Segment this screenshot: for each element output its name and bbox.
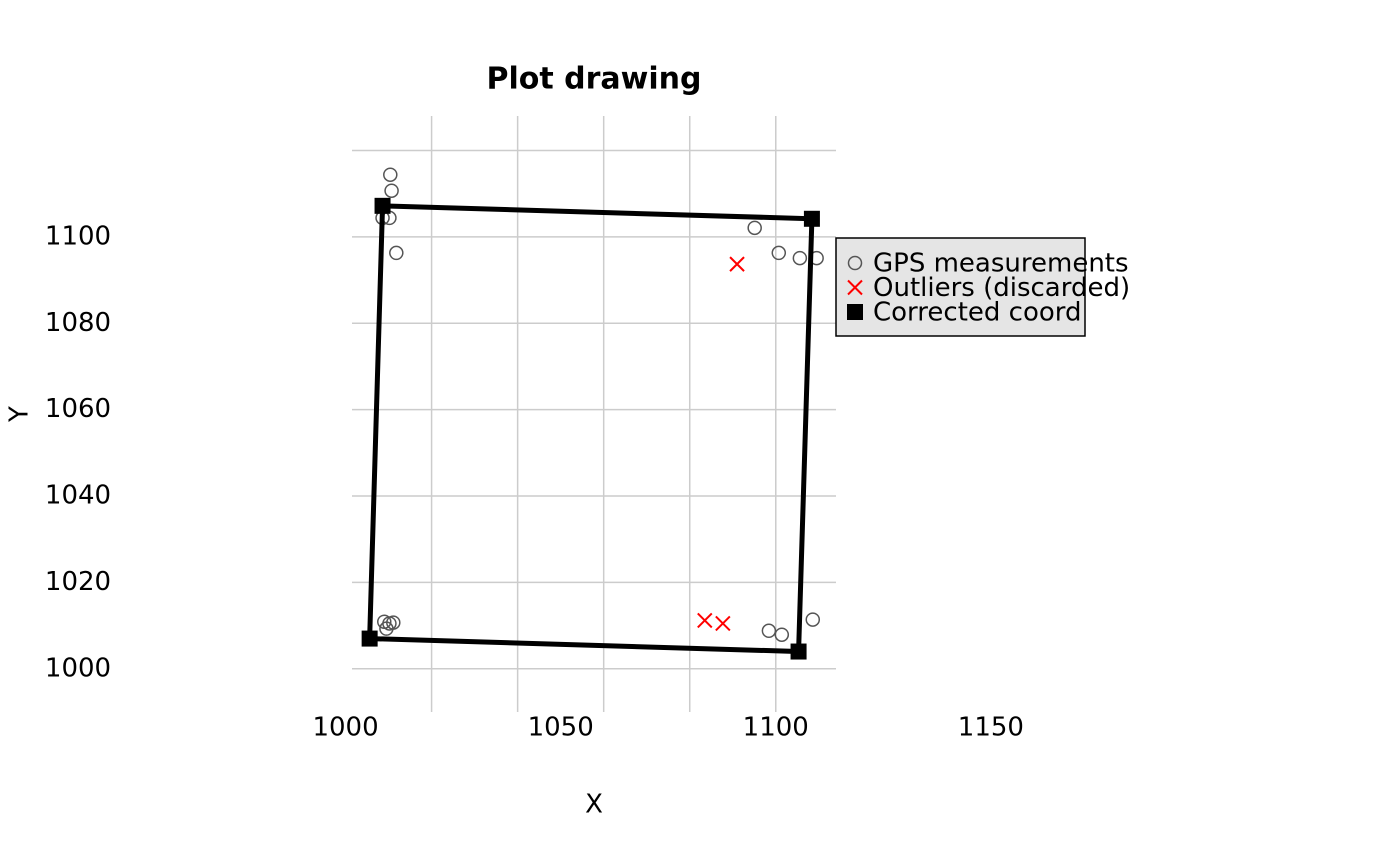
- legend-label: Corrected coord: [873, 298, 1082, 328]
- legend-label: Outliers (discarded): [873, 273, 1130, 303]
- x-axis-label: X: [585, 790, 603, 820]
- point: [761, 623, 777, 639]
- point: [374, 197, 391, 214]
- chart-title: Plot drawing: [486, 62, 701, 97]
- x-tick-label: 1050: [528, 713, 594, 743]
- point: [389, 245, 404, 261]
- y-tick-label: 1020: [45, 567, 111, 597]
- y-axis-label: Y: [5, 406, 35, 423]
- point: [790, 643, 807, 660]
- y-tick-label: 1040: [45, 481, 111, 511]
- point: [729, 256, 745, 272]
- point: [792, 250, 808, 266]
- y-tick-label: 1000: [45, 653, 111, 683]
- point: [774, 627, 790, 642]
- x-tick-label: 1000: [312, 713, 378, 743]
- point: [383, 167, 398, 182]
- legend-marker: [847, 304, 863, 320]
- point: [386, 615, 401, 630]
- point: [361, 630, 378, 647]
- legend-marker: [847, 255, 863, 271]
- point: [805, 612, 821, 627]
- plot-outline: [367, 203, 815, 655]
- point: [747, 220, 762, 236]
- legend-label: GPS measurements: [873, 249, 1129, 279]
- y-tick-label: 1100: [45, 221, 111, 251]
- point: [384, 183, 399, 198]
- point: [771, 245, 787, 261]
- point: [715, 615, 731, 632]
- legend-box: [835, 237, 1086, 337]
- y-tick-label: 1080: [45, 308, 111, 338]
- x-tick-label: 1150: [958, 713, 1024, 743]
- y-tick-label: 1060: [45, 394, 111, 424]
- x-tick-label: 1100: [743, 713, 809, 743]
- point: [803, 210, 820, 227]
- point: [697, 612, 713, 629]
- legend-marker: [847, 279, 863, 296]
